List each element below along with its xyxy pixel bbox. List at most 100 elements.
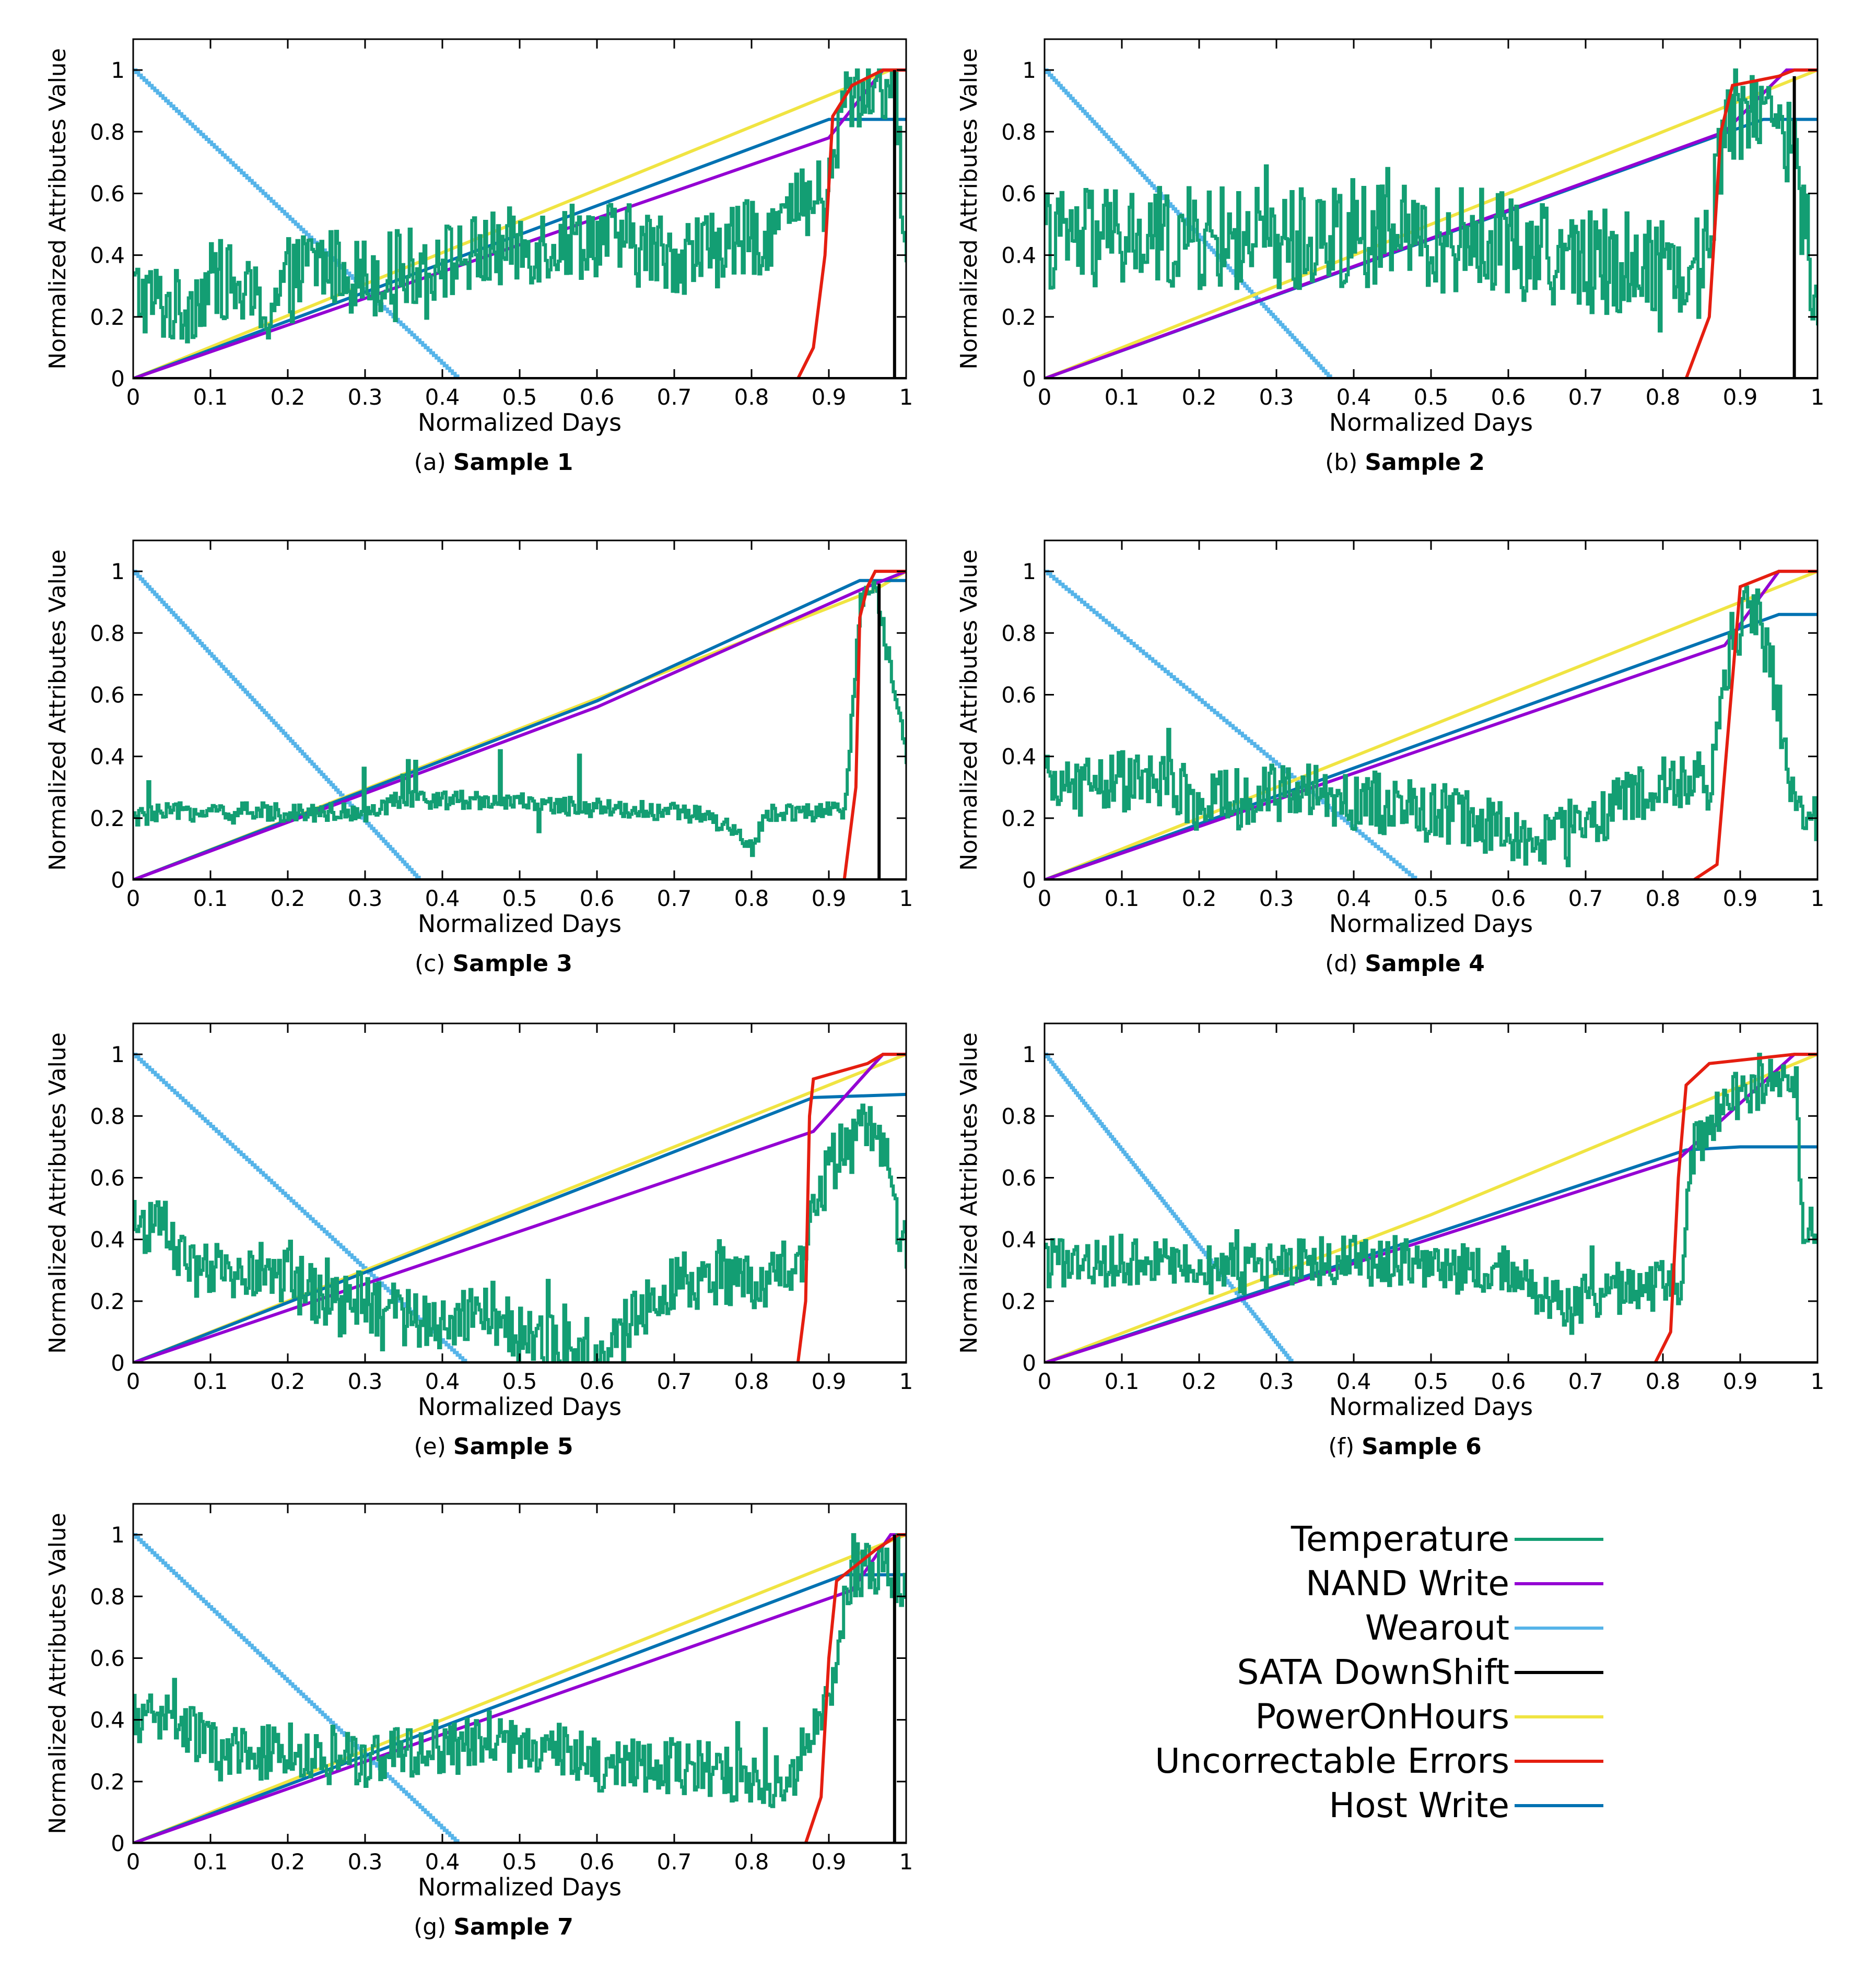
- x-tick-label: 0.8: [734, 886, 769, 911]
- series-uncorrectable-errors: [1045, 1053, 1818, 1363]
- x-tick-label: 0.8: [734, 1369, 769, 1394]
- y-tick-label: 1: [1022, 57, 1036, 83]
- x-tick-label: 0.4: [425, 1849, 460, 1875]
- x-tick-label: 0.9: [812, 1369, 847, 1394]
- x-tick-label: 0.6: [1491, 384, 1526, 410]
- x-tick-label: 0.2: [271, 1369, 306, 1394]
- caption-letter: (b): [1325, 449, 1365, 476]
- y-tick-label: 0.6: [1001, 682, 1036, 708]
- x-tick-label: 0.7: [1568, 886, 1603, 911]
- caption: (g) Sample 7: [414, 1914, 573, 1940]
- x-tick-label: 0.3: [348, 1849, 383, 1875]
- y-tick-label: 1: [111, 57, 125, 83]
- y-axis-label: Normalized Attributes Value: [44, 1032, 71, 1354]
- y-tick-label: 0.6: [90, 1165, 125, 1191]
- series-wearout: [133, 68, 460, 379]
- x-tick-label: 0.9: [812, 886, 847, 911]
- series-power-on-hours: [1045, 570, 1818, 880]
- x-tick-label: 0.8: [1646, 886, 1681, 911]
- caption-title: Sample 5: [453, 1433, 573, 1460]
- y-tick-label: 0.4: [1001, 744, 1036, 770]
- x-tick-label: 0.4: [1336, 1369, 1371, 1394]
- x-tick-label: 0.2: [271, 384, 306, 410]
- caption: (c) Sample 3: [415, 950, 572, 977]
- x-tick-label: 0.3: [1259, 384, 1294, 410]
- y-tick-label: 0: [111, 366, 125, 392]
- x-axis-label: Normalized Days: [1329, 1393, 1533, 1421]
- x-tick-label: 0.7: [1568, 1369, 1603, 1394]
- x-axis-label: Normalized Days: [1329, 408, 1533, 437]
- x-tick-label: 0.2: [271, 1849, 306, 1875]
- x-tick-label: 0: [126, 384, 140, 410]
- series-power-on-hours: [1045, 1053, 1818, 1363]
- x-tick-label: 0: [1038, 384, 1052, 410]
- caption: (d) Sample 4: [1325, 950, 1485, 977]
- x-tick-label: 0.8: [1646, 1369, 1681, 1394]
- y-tick-label: 0.4: [90, 1227, 125, 1253]
- y-tick-label: 0.8: [1001, 620, 1036, 646]
- series-nand-write: [1045, 1053, 1818, 1363]
- x-tick-label: 0.1: [193, 384, 228, 410]
- y-tick-label: 0.2: [90, 304, 125, 330]
- caption: (e) Sample 5: [414, 1433, 573, 1460]
- y-tick-label: 1: [1022, 1042, 1036, 1067]
- x-tick-label: 0.3: [348, 1369, 383, 1394]
- legend-swatch: [1515, 1582, 1603, 1585]
- legend-swatch: [1515, 1715, 1603, 1718]
- chart-panel-7: 0 0.1 0.2 0.3 0.4 0.5 0.6 0.7 0.8 0.9 1 0 0.2 0.4 0.6 0…: [44, 1503, 913, 1940]
- y-tick-label: 0.4: [1001, 243, 1036, 268]
- y-tick-label: 0.2: [1001, 304, 1036, 330]
- legend-swatch: [1515, 1671, 1603, 1674]
- plot-frame: [132, 539, 907, 881]
- x-tick-label: 0.2: [1182, 1369, 1217, 1394]
- caption-letter: (a): [414, 449, 453, 476]
- y-tick-label: 0.4: [90, 1707, 125, 1733]
- plot-frame: [1043, 1022, 1819, 1364]
- y-tick-label: 0.8: [90, 620, 125, 646]
- series-temperature: [1045, 1053, 1818, 1335]
- y-axis-label: Normalized Attributes Value: [956, 48, 982, 370]
- x-tick-label: 0.5: [1414, 384, 1449, 410]
- series-group: [1045, 1053, 1818, 1363]
- legend-label: PowerOnHours: [1255, 1697, 1509, 1737]
- y-tick-label: 0.4: [1001, 1227, 1036, 1253]
- series-group: [133, 68, 906, 379]
- x-tick-label: 0.6: [1491, 1369, 1526, 1394]
- chart-panel-5: 0 0.1 0.2 0.3 0.4 0.5 0.6 0.7 0.8 0.9 1 0 0.2 0.4 0.6 0…: [44, 1022, 913, 1460]
- x-tick-label: 0: [1038, 886, 1052, 911]
- x-tick-label: 0.9: [812, 384, 847, 410]
- legend-item-poweronhours: PowerOnHours: [1071, 1694, 1645, 1739]
- series-uncorrectable-errors: [133, 68, 906, 379]
- y-axis-label: Normalized Attributes Value: [44, 48, 71, 370]
- x-tick-label: 0.4: [1336, 384, 1371, 410]
- x-tick-label: 0.7: [1568, 384, 1603, 410]
- caption: (b) Sample 2: [1325, 449, 1485, 476]
- x-tick-label: 1: [899, 1369, 913, 1394]
- y-tick-label: 0.6: [90, 1645, 125, 1671]
- legend: Temperature NAND Write Wearout SATA Down…: [1071, 1517, 1645, 1828]
- legend-label: Wearout: [1365, 1608, 1509, 1648]
- series-power-on-hours: [133, 1053, 906, 1363]
- caption-title: Sample 6: [1362, 1433, 1482, 1460]
- y-tick-label: 0: [111, 1831, 125, 1856]
- caption-title: Sample 1: [453, 449, 573, 476]
- y-tick-label: 0.4: [90, 243, 125, 268]
- y-tick-label: 0.6: [1001, 181, 1036, 206]
- caption-title: Sample 4: [1365, 950, 1485, 977]
- legend-item-nand-write: NAND Write: [1071, 1561, 1645, 1606]
- x-tick-label: 0.8: [1646, 384, 1681, 410]
- y-tick-label: 0: [1022, 366, 1036, 392]
- caption: (f) Sample 6: [1328, 1433, 1481, 1460]
- caption-letter: (c): [415, 950, 453, 977]
- series-host-write: [133, 579, 906, 880]
- chart-panel-6: 0 0.1 0.2 0.3 0.4 0.5 0.6 0.7 0.8 0.9 1 0 0.2 0.4 0.6 0…: [956, 1022, 1824, 1460]
- plot-frame: [132, 1503, 907, 1844]
- x-tick-label: 0.6: [1491, 886, 1526, 911]
- legend-item-sata-downshift: SATA DownShift: [1071, 1650, 1645, 1694]
- legend-swatch: [1515, 1538, 1603, 1541]
- x-tick-label: 1: [899, 886, 913, 911]
- x-axis-label: Normalized Days: [418, 1393, 622, 1421]
- x-tick-label: 0.4: [425, 1369, 460, 1394]
- y-tick-label: 0.8: [90, 119, 125, 145]
